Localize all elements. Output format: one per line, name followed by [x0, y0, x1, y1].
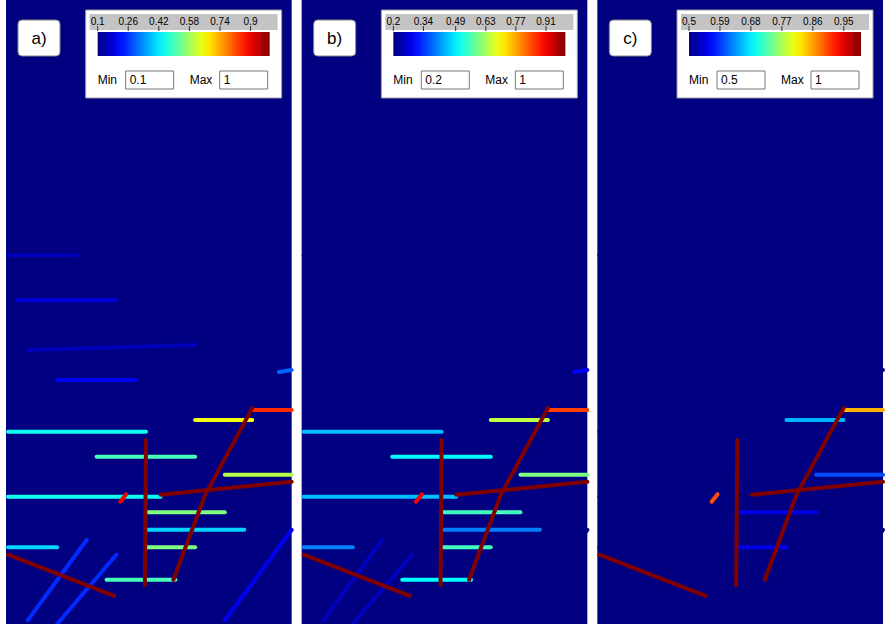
svg-text:0.42: 0.42: [149, 16, 169, 27]
svg-text:0.49: 0.49: [446, 16, 466, 27]
svg-text:0.86: 0.86: [803, 16, 823, 27]
svg-text:0.9: 0.9: [244, 16, 258, 27]
svg-text:0.63: 0.63: [476, 16, 496, 27]
svg-text:b): b): [327, 29, 342, 48]
svg-text:0.77: 0.77: [506, 16, 526, 27]
svg-text:0.58: 0.58: [180, 16, 200, 27]
svg-text:1: 1: [519, 73, 526, 87]
svg-text:c): c): [623, 29, 637, 48]
svg-text:1: 1: [224, 73, 231, 87]
svg-text:0.74: 0.74: [210, 16, 230, 27]
svg-text:0.1: 0.1: [91, 16, 105, 27]
svg-text:Min: Min: [393, 73, 412, 87]
svg-text:0.95: 0.95: [834, 16, 854, 27]
svg-text:Max: Max: [485, 73, 508, 87]
svg-text:Min: Min: [98, 73, 117, 87]
svg-text:Max: Max: [190, 73, 213, 87]
svg-text:0.59: 0.59: [710, 16, 730, 27]
svg-text:0.2: 0.2: [386, 16, 400, 27]
svg-text:0.77: 0.77: [772, 16, 792, 27]
svg-text:Max: Max: [781, 73, 804, 87]
svg-text:0.68: 0.68: [741, 16, 761, 27]
svg-text:0.34: 0.34: [414, 16, 434, 27]
svg-text:0.2: 0.2: [425, 73, 442, 87]
svg-text:Min: Min: [689, 73, 708, 87]
svg-text:0.1: 0.1: [130, 73, 147, 87]
svg-text:0.5: 0.5: [682, 16, 696, 27]
svg-text:0.5: 0.5: [721, 73, 738, 87]
svg-text:a): a): [31, 29, 46, 48]
svg-text:0.26: 0.26: [119, 16, 139, 27]
svg-text:1: 1: [815, 73, 822, 87]
svg-text:0.91: 0.91: [536, 16, 556, 27]
